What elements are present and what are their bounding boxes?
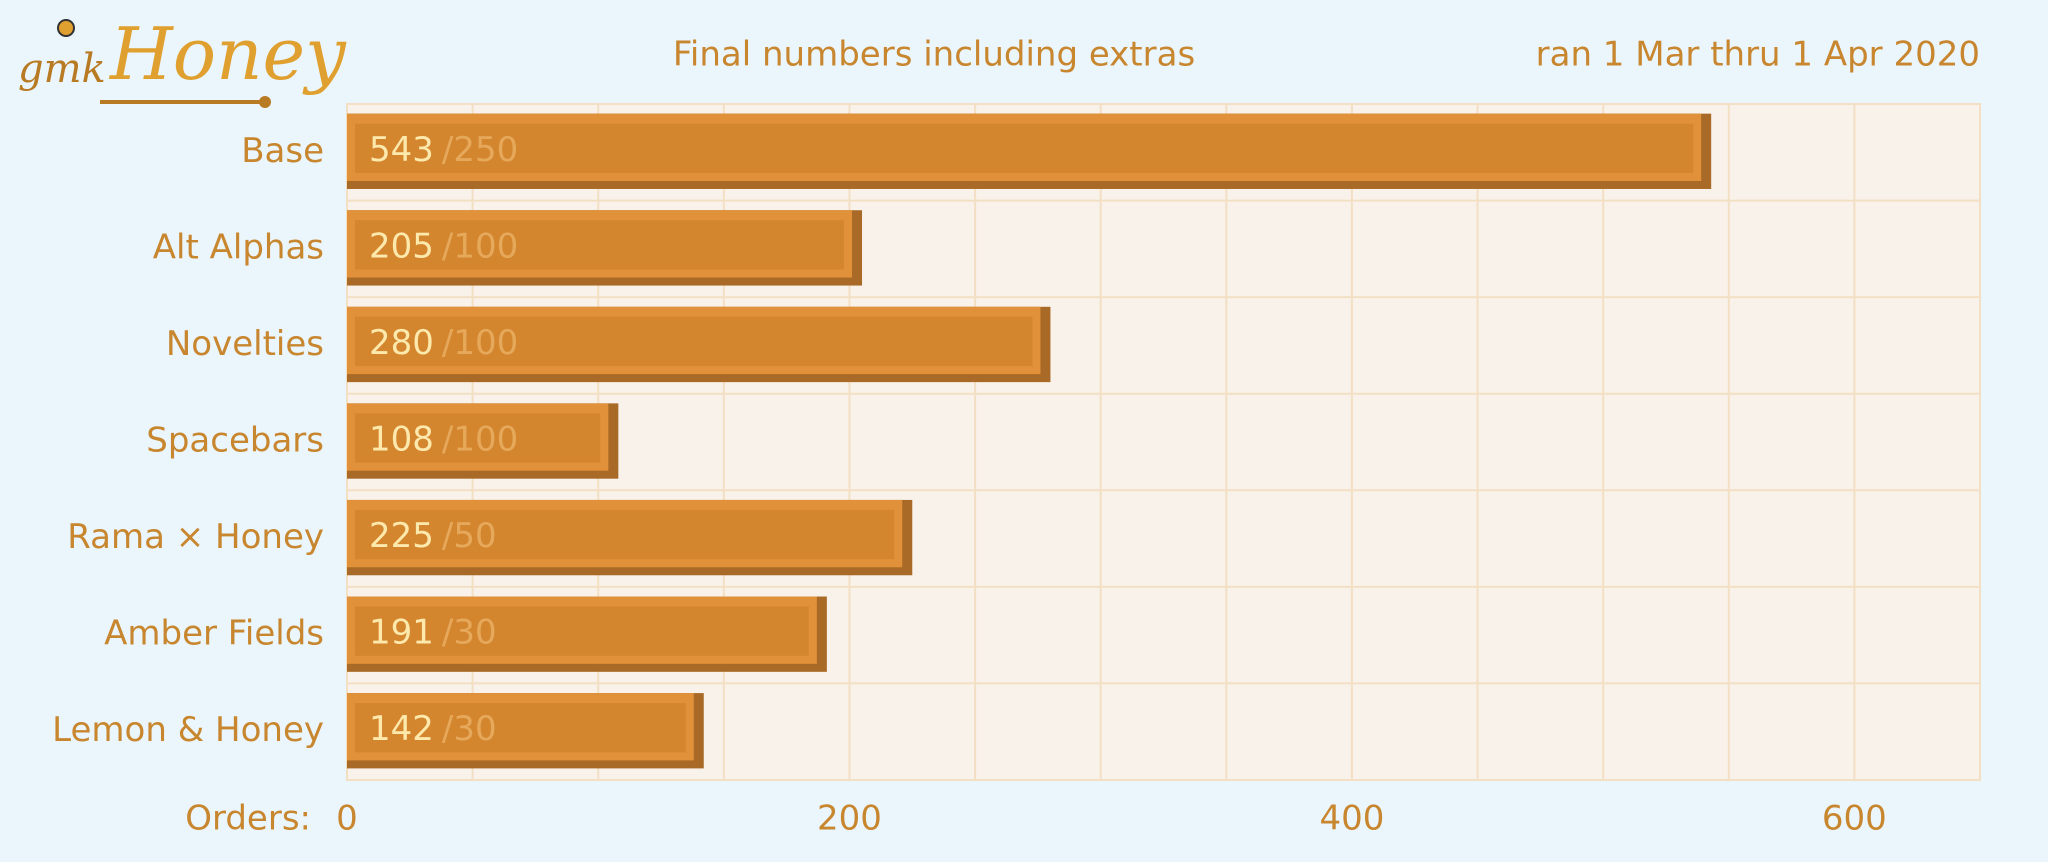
bar-face: [355, 703, 686, 753]
category-label: Rama × Honey: [67, 517, 324, 557]
x-tick-label: 400: [1319, 799, 1384, 839]
category-label: Base: [241, 131, 324, 171]
target-label: /250: [442, 130, 518, 170]
category-label: Alt Alphas: [153, 227, 324, 267]
bar-face: [355, 606, 809, 656]
bar-face: [355, 413, 601, 463]
logo-dipper-end: [259, 96, 271, 108]
category-label: Amber Fields: [104, 614, 324, 654]
target-label: /30: [442, 709, 497, 749]
category-label: Lemon & Honey: [52, 710, 324, 750]
value-label: 543: [369, 130, 434, 170]
x-tick-label: 600: [1822, 799, 1887, 839]
chart-subtitle: ran 1 Mar thru 1 Apr 2020: [1536, 35, 1980, 75]
category-label: Spacebars: [146, 421, 324, 461]
value-label: 205: [369, 226, 434, 266]
bar-face: [355, 220, 845, 270]
target-label: /30: [442, 613, 497, 653]
x-axis-label: Orders:: [185, 799, 311, 839]
target-label: /50: [442, 516, 497, 556]
logo: gmk Honey: [18, 12, 347, 108]
category-label: Novelties: [166, 324, 324, 364]
bar-face: [355, 509, 895, 560]
target-label: /100: [442, 323, 518, 363]
target-label: /100: [442, 420, 518, 460]
value-label: 108: [369, 420, 434, 460]
chart-title: Final numbers including extras: [673, 35, 1195, 75]
value-label: 142: [369, 709, 434, 749]
x-tick-label: 200: [817, 799, 882, 839]
logo-bee: [57, 19, 75, 37]
logo-name: Honey: [108, 12, 347, 96]
value-label: 225: [369, 516, 434, 556]
x-tick-label: 0: [336, 799, 358, 839]
target-label: /100: [442, 226, 518, 266]
value-label: 191: [369, 613, 434, 653]
bar-face: [355, 316, 1033, 367]
value-label: 280: [369, 323, 434, 363]
logo-prefix: gmk: [18, 46, 106, 92]
bar-face: [355, 123, 1694, 173]
